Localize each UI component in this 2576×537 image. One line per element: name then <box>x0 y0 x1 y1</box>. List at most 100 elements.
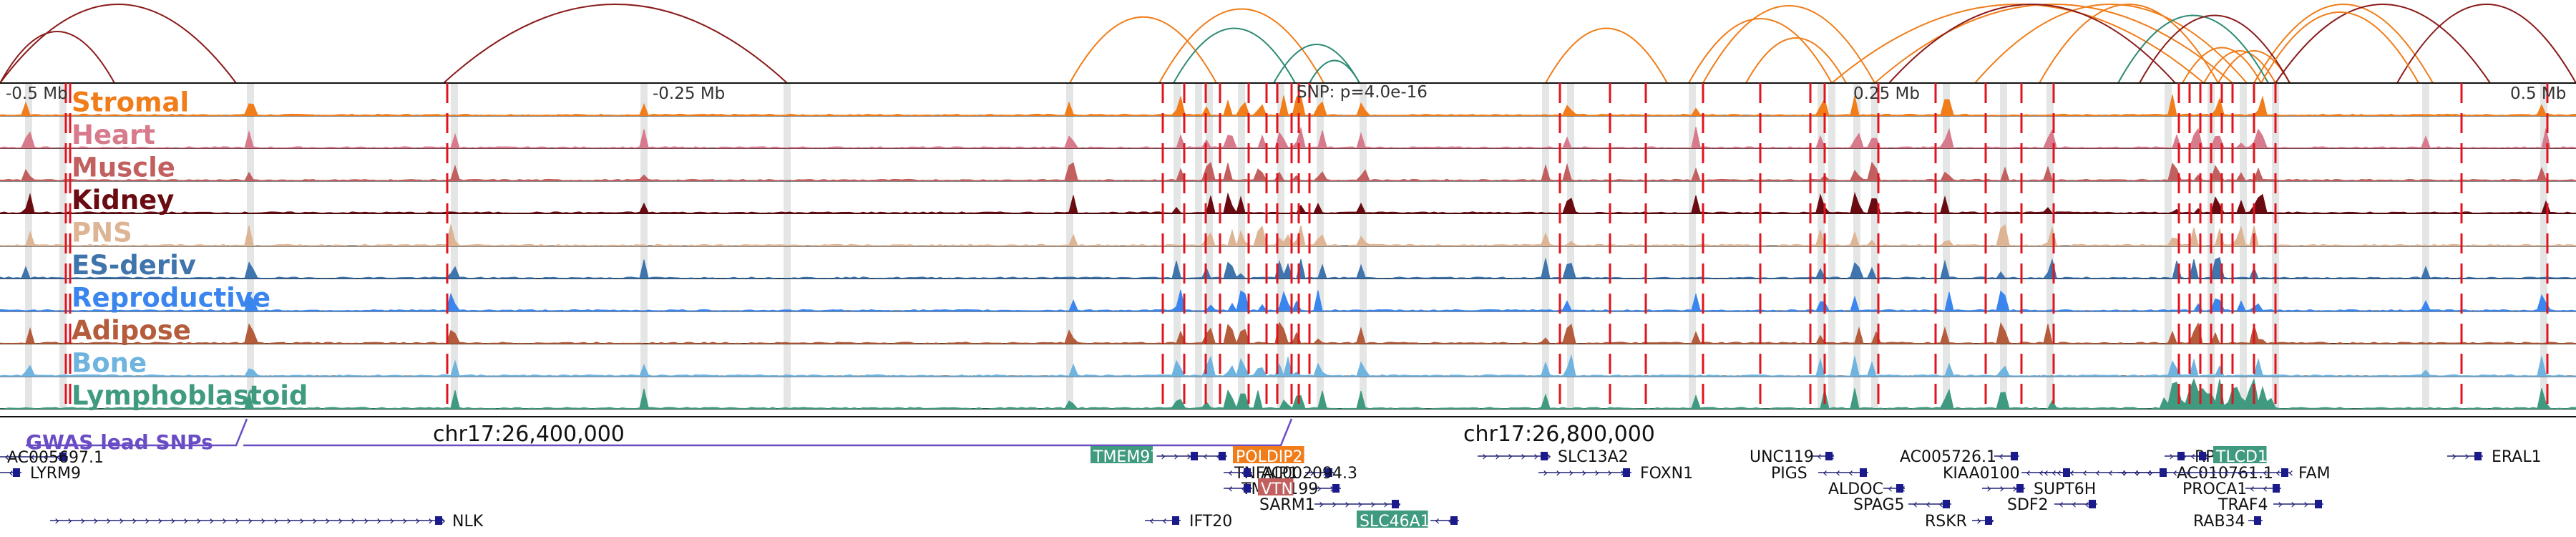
svg-text:›: › <box>1357 497 1362 512</box>
gene-label: PROCA1 <box>2182 480 2247 498</box>
svg-text:›: › <box>2464 449 2469 464</box>
svg-text:‹: ‹ <box>2250 481 2255 496</box>
svg-text:›: › <box>441 513 446 528</box>
svg-text:›: › <box>1322 465 1327 480</box>
svg-text:›: › <box>1976 513 1981 528</box>
svg-text:›: › <box>1309 465 1314 480</box>
loop-arc <box>2260 11 2419 84</box>
gene-label: SLC46A1 <box>1360 513 1430 531</box>
svg-text:›: › <box>286 513 291 528</box>
svg-text:›: › <box>1508 449 1513 464</box>
svg-text:‹: ‹ <box>1228 481 1233 496</box>
gene-label: RAB34 <box>2193 513 2245 531</box>
gene-ac005726.1: ‹‹AC005726.1 <box>1900 448 2019 466</box>
svg-text:‹: ‹ <box>2160 465 2165 480</box>
track-label: Adipose <box>72 315 191 346</box>
snp-pvalue-label: SNP: p=4.0e-16 <box>1297 83 1428 102</box>
svg-text:›: › <box>1543 465 1548 480</box>
gene-label: KIAA0100 <box>1943 465 2020 483</box>
svg-text:‹: ‹ <box>2069 465 2074 480</box>
svg-text:›: › <box>338 513 343 528</box>
gene-sdf2: ‹ ‹ ‹ SDF2 <box>2007 496 2097 514</box>
svg-text:‹: ‹ <box>2082 465 2087 480</box>
snp-marker-lines <box>64 83 2549 409</box>
svg-text:›: › <box>1495 449 1500 464</box>
loop-arc <box>1745 37 1847 84</box>
track-signal <box>0 289 2576 312</box>
gene-lyrm9: ‹‹‹LYRM9 <box>0 465 81 483</box>
scale-neg-label: -0.25 Mb <box>653 84 725 103</box>
loop-arc <box>1888 4 2176 84</box>
gene-label: ERAL1 <box>2492 448 2542 466</box>
svg-text:›: › <box>325 513 330 528</box>
gene-poldip2: ‹ ‹ POLDIP2 <box>1199 446 1304 466</box>
svg-text:›: › <box>183 513 188 528</box>
gene-label: AC010761.1 <box>2177 465 2273 483</box>
scale-pos-label: 0.25 Mb <box>1853 84 1920 103</box>
svg-text:‹: ‹ <box>2224 465 2229 480</box>
svg-text:‹: ‹ <box>2250 465 2255 480</box>
svg-text:‹: ‹ <box>1888 481 1893 496</box>
track-signal <box>0 377 2576 410</box>
track-label: PNS <box>72 218 132 248</box>
loop-arc <box>1273 44 1360 84</box>
svg-text:‹: ‹ <box>4 450 9 465</box>
gene-sarm1: ›››››››SARM1 <box>1259 496 1401 514</box>
svg-text:›: › <box>389 513 394 528</box>
track-labels: StromalHeartMuscleKidneyPNSES-derivRepro… <box>72 87 308 412</box>
svg-text:›: › <box>1581 465 1586 480</box>
scale-right-label: 0.5 Mb <box>2510 84 2566 103</box>
svg-text:‹: ‹ <box>1241 465 1246 480</box>
gene-nlk: › › › › › › › › › › › › › › › › › › › › › › › › › › › › › › › NLK <box>50 513 484 531</box>
loop-arc <box>0 31 115 84</box>
svg-text:›: › <box>1186 449 1191 464</box>
track-label: Bone <box>72 348 147 379</box>
gene-rskr: ››RSKR <box>1925 513 1994 531</box>
svg-text:‹: ‹ <box>1448 513 1453 528</box>
gene-label: VTN <box>1261 480 1293 498</box>
loop-arc <box>2139 14 2290 84</box>
svg-text:‹: ‹ <box>2147 465 2152 480</box>
svg-text:›: › <box>1174 449 1179 464</box>
svg-text:›: › <box>1383 497 1388 512</box>
svg-text:›: › <box>1594 465 1599 480</box>
svg-text:‹: ‹ <box>30 450 35 465</box>
gwas-connector <box>26 418 248 447</box>
svg-text:‹: ‹ <box>2288 465 2293 480</box>
svg-text:‹: ‹ <box>2263 481 2268 496</box>
loop-arc <box>1309 59 1360 84</box>
loop-arc <box>2275 4 2491 84</box>
svg-text:‹: ‹ <box>2095 465 2100 480</box>
svg-text:‹: ‹ <box>1913 497 1918 512</box>
svg-text:›: › <box>2303 497 2308 512</box>
svg-text:‹: ‹ <box>1835 465 1840 480</box>
gene-label: FOXN1 <box>1640 465 1693 483</box>
svg-text:›: › <box>1533 449 1538 464</box>
svg-text:›: › <box>2451 449 2457 464</box>
gene-label: SUPT6H <box>2034 480 2096 498</box>
svg-text:›: › <box>2169 449 2174 464</box>
svg-text:‹: ‹ <box>1228 465 1233 480</box>
gwas-connector <box>243 418 1293 447</box>
track-label: ES-deriv <box>72 250 196 281</box>
svg-text:›: › <box>351 513 356 528</box>
track-label: Muscle <box>72 153 175 183</box>
svg-text:›: › <box>1546 449 1551 464</box>
gene-label: TRAF4 <box>2218 496 2268 514</box>
svg-text:›: › <box>1986 481 1991 496</box>
svg-text:›: › <box>119 513 124 528</box>
svg-text:›: › <box>1161 449 1166 464</box>
loop-arc <box>2203 50 2276 84</box>
svg-text:›: › <box>1317 481 1322 496</box>
svg-text:‹: ‹ <box>9 465 14 480</box>
svg-text:›: › <box>54 513 59 528</box>
gene-label: SLC13A2 <box>1558 448 1629 466</box>
svg-text:›: › <box>1319 497 1324 512</box>
svg-text:›: › <box>209 513 214 528</box>
track-signal <box>0 256 2576 279</box>
svg-text:›: › <box>1607 465 1612 480</box>
track-signal <box>0 321 2576 345</box>
gene-label: NLK <box>452 513 484 531</box>
track-label: Heart <box>72 120 155 150</box>
svg-text:‹: ‹ <box>2198 465 2203 480</box>
